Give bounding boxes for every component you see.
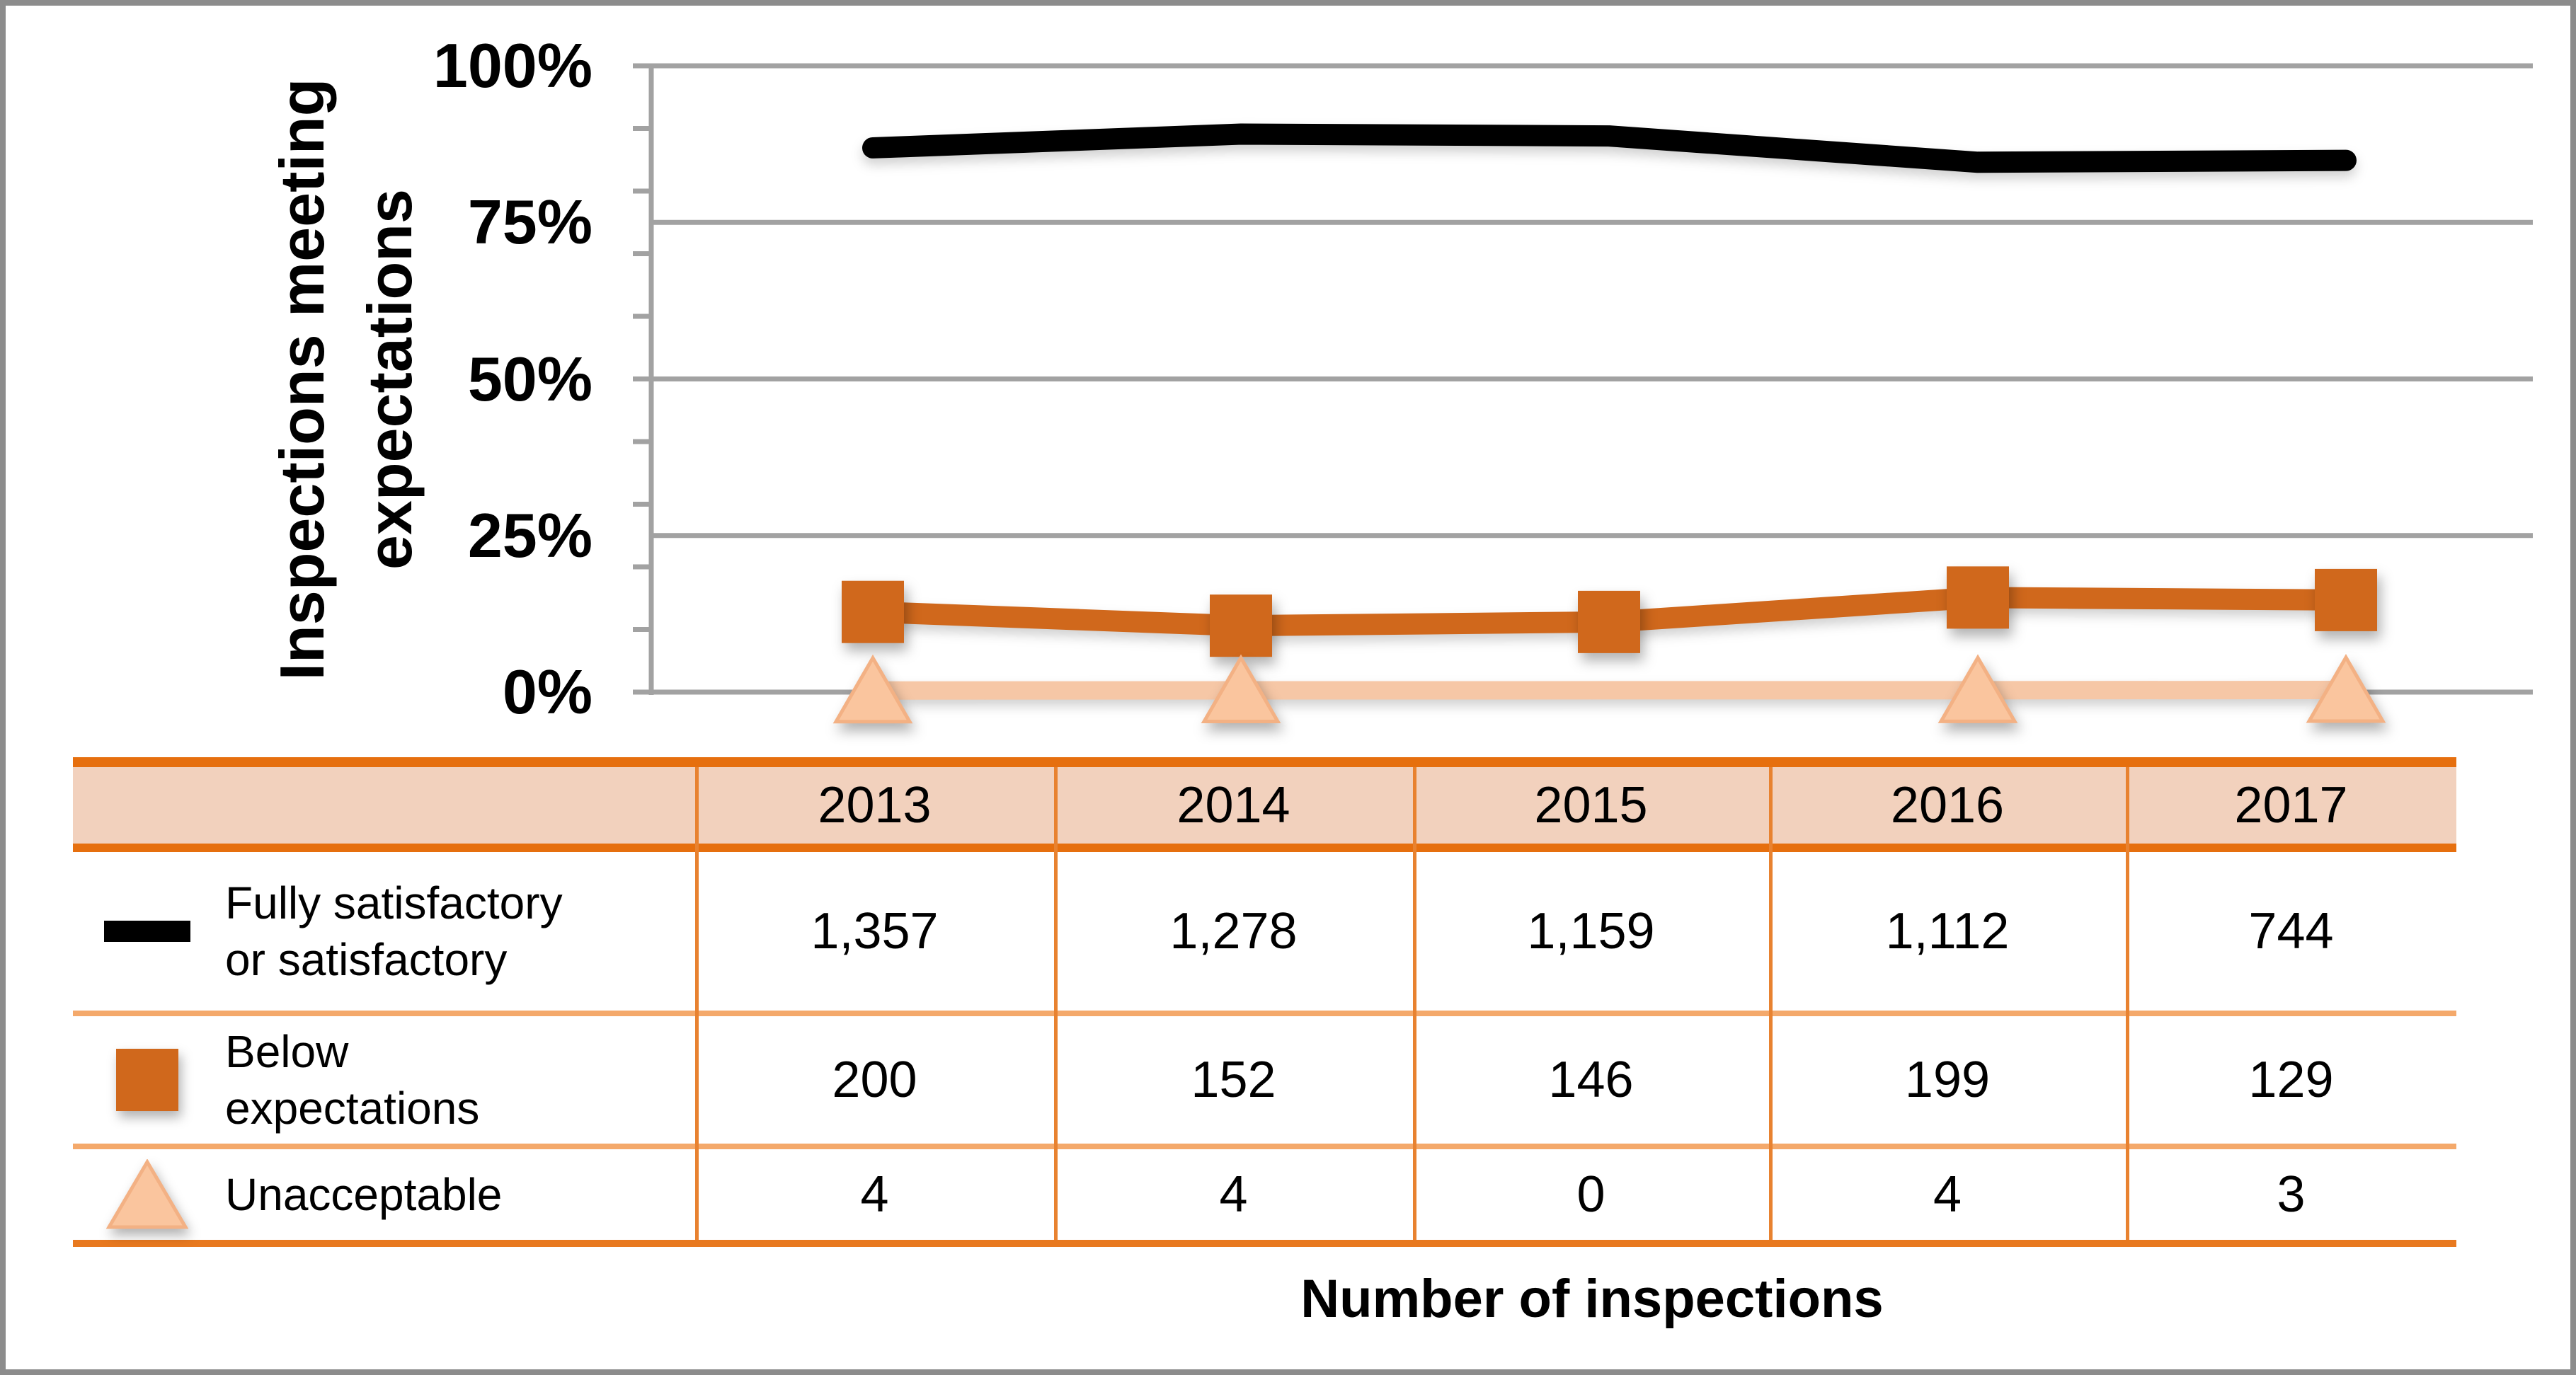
row-label-line1: Unacceptable	[225, 1169, 503, 1220]
year-header-2015: 2015	[1534, 777, 1648, 834]
table-header-row: 2013 2014 2015 2016 2017	[73, 767, 2456, 852]
legend-swatch-wrap	[80, 1049, 214, 1111]
table-row-below-expectations: Below expectations 200 152 146 199 129	[73, 1016, 2456, 1149]
row-label-line2: or satisfactory	[225, 934, 508, 985]
row-label-cell: Below expectations	[73, 1016, 695, 1144]
value-cell: 1,159	[1527, 903, 1655, 960]
table-column-border	[2126, 767, 2129, 1240]
row-label: Below expectations	[225, 1023, 479, 1137]
black-line-legend-icon	[104, 921, 190, 942]
square-marker-2016	[1947, 566, 2009, 629]
value-cell: 152	[1191, 1052, 1276, 1108]
row-label: Fully satisfactory or satisfactory	[225, 875, 563, 988]
value-cell: 129	[2248, 1052, 2334, 1108]
legend-swatch-wrap	[80, 921, 214, 942]
table-column-border	[695, 767, 699, 1240]
triangle-marker-2017	[2306, 653, 2386, 723]
triangle-marker-2014	[1201, 654, 1281, 724]
row-label: Unacceptable	[225, 1166, 502, 1223]
value-cell: 4	[1933, 1166, 1962, 1223]
row-label-line1: Below	[225, 1026, 349, 1077]
year-header-2014: 2014	[1177, 777, 1290, 834]
square-marker-2015	[1578, 590, 1640, 653]
value-cell: 0	[1576, 1166, 1605, 1223]
legend-swatch-wrap	[80, 1159, 214, 1230]
row-label-line1: Fully satisfactory	[225, 878, 563, 928]
year-header-2017: 2017	[2234, 777, 2348, 834]
orange-square-legend-icon	[116, 1049, 178, 1111]
row-label-cell: Fully satisfactory or satisfactory	[73, 852, 695, 1011]
square-marker-2017	[2315, 568, 2377, 631]
value-cell: 744	[2248, 903, 2334, 960]
y-tick-0: 0%	[502, 657, 593, 727]
value-cell: 1,357	[811, 903, 939, 960]
y-tick-50: 50%	[467, 344, 593, 414]
year-header-2013: 2013	[818, 777, 932, 834]
y-tick-100: 100%	[433, 30, 593, 100]
inspections-line-chart	[633, 63, 2533, 724]
value-cell: 1,112	[1885, 903, 2010, 960]
row-label-line2: expectations	[225, 1083, 480, 1134]
table-row-fully-satisfactory: Fully satisfactory or satisfactory 1,357…	[73, 852, 2456, 1016]
value-cell: 199	[1904, 1052, 1991, 1108]
value-cell: 3	[2277, 1166, 2306, 1223]
row-label-cell: Unacceptable	[73, 1149, 695, 1240]
table-column-border	[1054, 767, 1058, 1240]
square-marker-2014	[1210, 594, 1272, 657]
triangle-marker-2016	[1937, 654, 2018, 723]
value-cell: 200	[832, 1052, 917, 1108]
peach-triangle-legend-icon	[106, 1159, 188, 1229]
table-corner-cell	[73, 767, 695, 844]
x-axis-title: Number of inspections	[1300, 1269, 1884, 1329]
square-marker-2013	[842, 580, 904, 643]
value-cell: 146	[1548, 1052, 1634, 1108]
y-tick-75: 75%	[467, 187, 593, 257]
series-line-0	[862, 123, 2357, 173]
value-cell: 1,278	[1169, 903, 1298, 960]
table-column-border	[1413, 767, 1416, 1240]
table-column-border	[1769, 767, 1773, 1240]
year-header-2016: 2016	[1890, 777, 2005, 834]
table-row-unacceptable: Unacceptable 4 4 0 4 3	[73, 1149, 2456, 1240]
value-cell: 4	[860, 1166, 889, 1223]
value-cell: 4	[1219, 1166, 1248, 1223]
data-table: 2013 2014 2015 2016 2017 Fully satisfact…	[73, 757, 2456, 1247]
y-tick-25: 25%	[467, 500, 593, 570]
series-line-2	[864, 680, 2355, 700]
triangle-marker-2013	[832, 654, 913, 724]
